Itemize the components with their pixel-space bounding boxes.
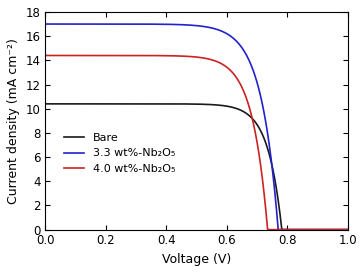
Bare	[166, 102, 170, 106]
3.3 wt%-Nb₂O₅	[74, 22, 78, 26]
4.0 wt%-Nb₂O₅	[345, 228, 350, 231]
Bare	[177, 102, 181, 106]
4.0 wt%-Nb₂O₅	[285, 228, 289, 231]
Bare	[251, 118, 255, 121]
Line: 3.3 wt%-Nb₂O₅: 3.3 wt%-Nb₂O₅	[46, 24, 348, 230]
Bare	[74, 102, 78, 105]
4.0 wt%-Nb₂O₅	[74, 54, 78, 57]
3.3 wt%-Nb₂O₅	[43, 22, 48, 26]
Legend: Bare, 3.3 wt%-Nb₂O₅, 4.0 wt%-Nb₂O₅: Bare, 3.3 wt%-Nb₂O₅, 4.0 wt%-Nb₂O₅	[60, 128, 180, 179]
Bare	[345, 228, 350, 231]
Bare	[279, 222, 283, 225]
Bare	[43, 102, 48, 105]
4.0 wt%-Nb₂O₅	[266, 228, 270, 231]
4.0 wt%-Nb₂O₅	[43, 54, 48, 57]
3.3 wt%-Nb₂O₅	[166, 23, 170, 26]
3.3 wt%-Nb₂O₅	[251, 68, 255, 72]
4.0 wt%-Nb₂O₅	[177, 54, 181, 58]
Bare	[285, 228, 289, 231]
Line: Bare: Bare	[46, 104, 348, 230]
3.3 wt%-Nb₂O₅	[285, 228, 289, 231]
4.0 wt%-Nb₂O₅	[166, 54, 170, 57]
3.3 wt%-Nb₂O₅	[177, 23, 181, 26]
Bare	[280, 228, 284, 231]
3.3 wt%-Nb₂O₅	[279, 228, 284, 231]
4.0 wt%-Nb₂O₅	[251, 120, 255, 123]
Y-axis label: Current density (mA cm⁻²): Current density (mA cm⁻²)	[7, 38, 20, 204]
3.3 wt%-Nb₂O₅	[276, 228, 281, 231]
4.0 wt%-Nb₂O₅	[279, 228, 284, 231]
Line: 4.0 wt%-Nb₂O₅: 4.0 wt%-Nb₂O₅	[46, 55, 348, 230]
3.3 wt%-Nb₂O₅	[345, 228, 350, 231]
X-axis label: Voltage (V): Voltage (V)	[162, 253, 231, 266]
